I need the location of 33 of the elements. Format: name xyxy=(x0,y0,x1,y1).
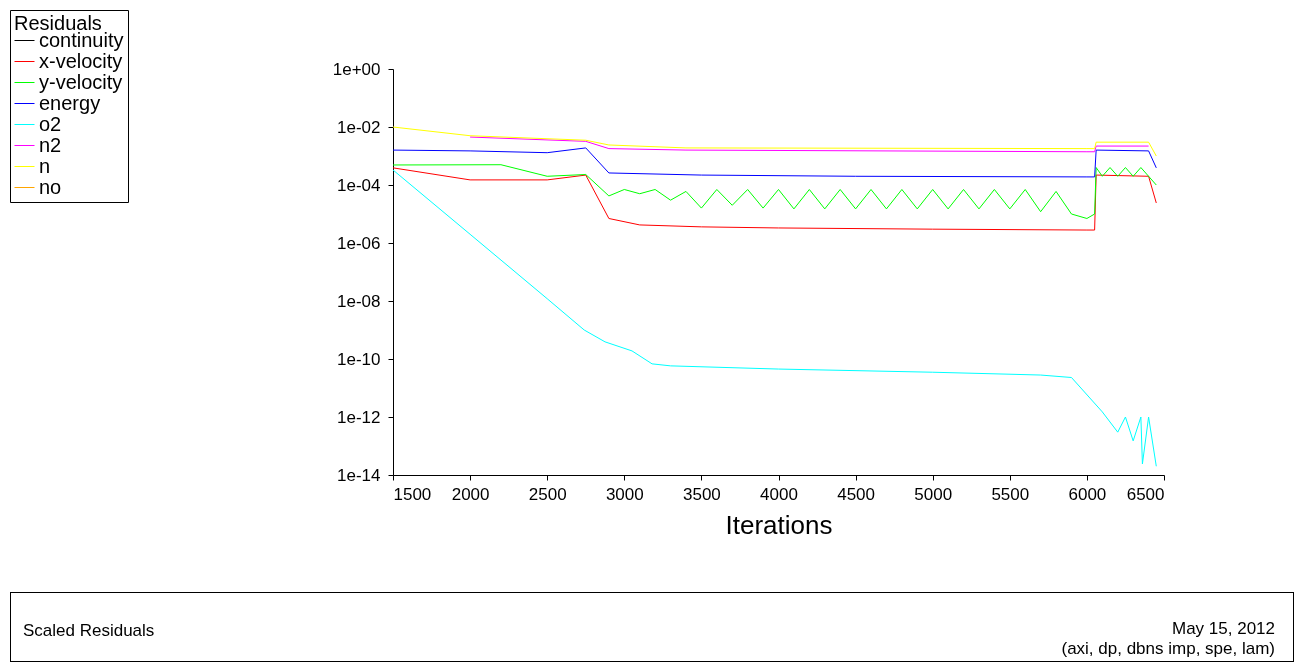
y-tick-label: 1e-08 xyxy=(337,291,381,311)
x-tick-label: 2500 xyxy=(528,484,567,504)
y-tick-label: 1e+00 xyxy=(332,59,381,79)
y-tick-label: 1e-14 xyxy=(337,465,381,485)
x-tick-label: 4500 xyxy=(837,484,876,504)
x-tick-label: 2000 xyxy=(451,484,490,504)
y-tick-label: 1e-04 xyxy=(337,175,381,195)
legend-label: no xyxy=(39,175,62,198)
x-axis-title: Iterations xyxy=(725,509,833,540)
legend-label: n2 xyxy=(39,133,62,156)
x-tick-label: 6500 xyxy=(1126,484,1165,504)
y-tick-label: 1e-10 xyxy=(337,349,381,369)
x-tick-label: 3500 xyxy=(682,484,721,504)
line-series xyxy=(393,164,1157,219)
x-tick-label: 3000 xyxy=(605,484,644,504)
x-tick-label: 6000 xyxy=(1068,484,1107,504)
legend-label: n xyxy=(39,154,51,177)
text: Scaled Residuals xyxy=(23,621,155,641)
legend-label: o2 xyxy=(39,112,62,135)
line-series xyxy=(393,169,1157,467)
x-tick-label: 5000 xyxy=(914,484,953,504)
x-tick-label: 4000 xyxy=(760,484,798,504)
line-series xyxy=(469,136,1150,153)
line-series xyxy=(393,147,1157,178)
y-tick-label: 1e-06 xyxy=(337,233,381,253)
line-series xyxy=(393,126,1157,157)
y-tick-label: 1e-02 xyxy=(337,117,381,137)
x-tick-label: 5500 xyxy=(991,484,1030,504)
text: May 15, 2012 xyxy=(1171,619,1275,639)
line-series xyxy=(393,167,1157,231)
y-tick-label: 1e-12 xyxy=(337,407,381,427)
x-tick-label: 1500 xyxy=(393,484,432,504)
text: (axi, dp, dbns imp, spe, lam) xyxy=(1061,639,1275,659)
